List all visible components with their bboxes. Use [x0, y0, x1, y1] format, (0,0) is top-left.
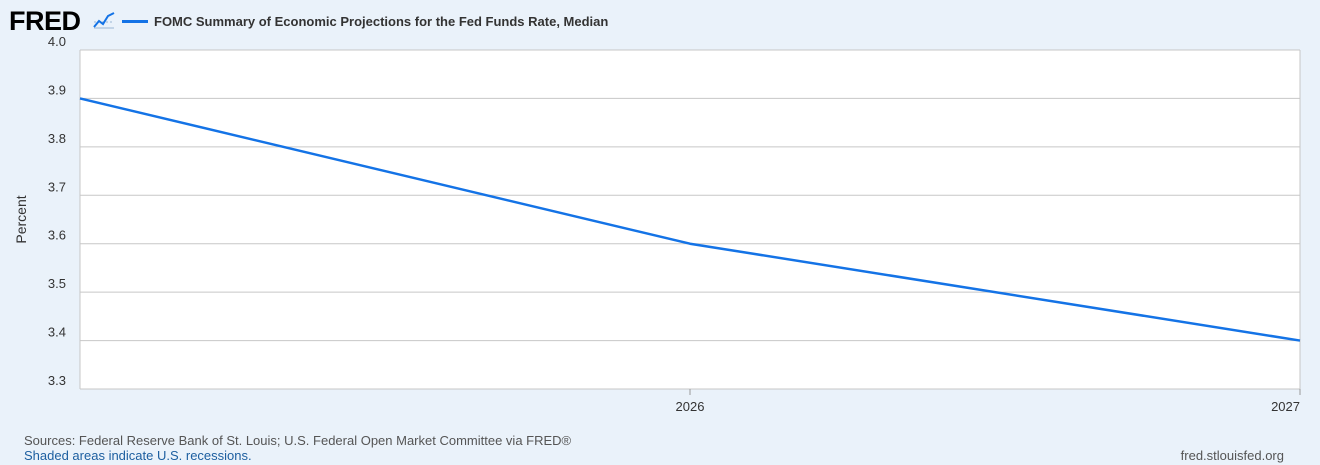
trend-line-icon [93, 12, 115, 29]
fred-logo[interactable]: FRED [9, 6, 81, 36]
legend-swatch [122, 19, 148, 23]
x-tick-label: 2026 [676, 399, 705, 414]
plot-area [80, 50, 1300, 389]
y-tick-label: 3.7 [48, 179, 66, 194]
y-axis-label: Percent [13, 195, 29, 243]
x-tick-label: 2027 [1271, 399, 1300, 414]
legend: FOMC Summary of Economic Projections for… [122, 10, 608, 32]
y-tick-label: 3.3 [48, 373, 66, 388]
y-tick-label: 3.8 [48, 131, 66, 146]
y-tick-label: 4.0 [48, 34, 66, 49]
y-axis: 3.3 3.4 3.5 3.6 3.7 3.8 3.9 4.0 [48, 34, 66, 388]
data-point[interactable] [684, 238, 696, 250]
source-note: Sources: Federal Reserve Bank of St. Lou… [24, 433, 572, 448]
chart-header: FRED FOMC Summary of Economic Projection… [0, 0, 1320, 40]
series-layer [74, 92, 1306, 347]
line-chart: 3.3 3.4 3.5 3.6 3.7 3.8 3.9 4.0 2026 2027 Percen… [13, 34, 1306, 414]
legend-label: FOMC Summary of Economic Projections for… [154, 13, 609, 29]
site-url[interactable]: fred.stlouisfed.org [1180, 448, 1284, 463]
y-tick-label: 3.5 [48, 276, 66, 291]
y-tick-label: 3.4 [48, 325, 66, 340]
data-point[interactable] [74, 92, 86, 104]
recession-note[interactable]: Shaded areas indicate U.S. recessions. [24, 448, 252, 463]
y-tick-label: 3.6 [48, 228, 66, 243]
series-line[interactable] [79, 97, 1301, 342]
x-axis: 2026 2027 [676, 389, 1301, 414]
y-tick-label: 3.9 [48, 82, 66, 97]
data-point[interactable] [1294, 335, 1306, 347]
